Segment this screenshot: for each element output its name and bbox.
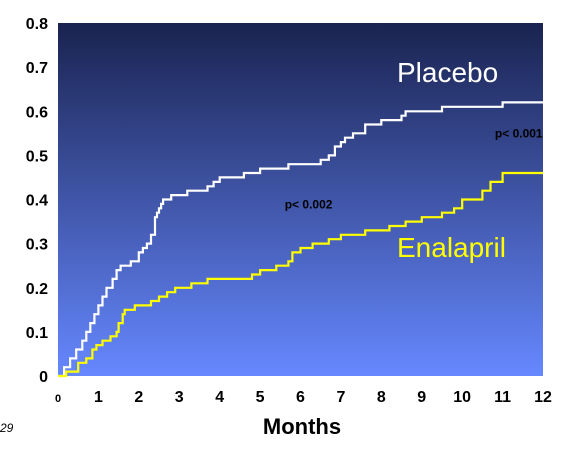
- y-axis-ticks: 0 0.1 0.2 0.3 0.4 0.5 0.6 0.7 0.8: [26, 16, 48, 386]
- series-labels: Placebo Enalapril: [397, 57, 506, 263]
- series-label-enalapril: Enalapril: [397, 232, 506, 263]
- y-tick-label: 0.1: [26, 325, 48, 342]
- x-axis-ticks: 0 1 2 3 4 5 6 7 8 9 10 11 12: [55, 389, 552, 406]
- x-tick-label: 12: [534, 389, 552, 406]
- x-tick-label: 3: [175, 389, 184, 406]
- y-tick-label: 0: [39, 369, 48, 386]
- series-lines: [58, 101, 543, 378]
- y-tick-label: 0.8: [26, 16, 48, 33]
- x-tick-label: 9: [417, 389, 426, 406]
- x-tick-label: 5: [256, 389, 265, 406]
- x-tick-label: 10: [453, 389, 471, 406]
- x-tick-label: 7: [336, 389, 345, 406]
- y-tick-label: 0.5: [26, 148, 48, 165]
- series-line-placebo: [58, 101, 543, 378]
- x-tick-label: 8: [377, 389, 386, 406]
- slide-number: 29: [0, 421, 14, 435]
- x-tick-label: 2: [134, 389, 143, 406]
- x-tick-label: 11: [494, 389, 511, 406]
- x-tick-label: 0: [55, 393, 61, 405]
- y-tick-label: 0.2: [26, 281, 48, 298]
- p-value-annotation: p< 0.002: [285, 197, 333, 211]
- annotations: p< 0.002 p< 0.001: [285, 127, 543, 212]
- p-value-annotation: p< 0.001: [495, 127, 543, 141]
- y-tick-label: 0.4: [26, 193, 48, 210]
- series-line-enalapril: [58, 171, 543, 378]
- y-tick-label: 0.6: [26, 104, 48, 121]
- series-label-placebo: Placebo: [397, 57, 498, 88]
- y-tick-label: 0.7: [26, 60, 48, 77]
- x-tick-label: 4: [215, 389, 224, 406]
- x-tick-label: 6: [296, 389, 305, 406]
- x-tick-label: 1: [94, 389, 103, 406]
- x-axis-title: Months: [263, 414, 341, 439]
- y-tick-label: 0.3: [26, 237, 48, 254]
